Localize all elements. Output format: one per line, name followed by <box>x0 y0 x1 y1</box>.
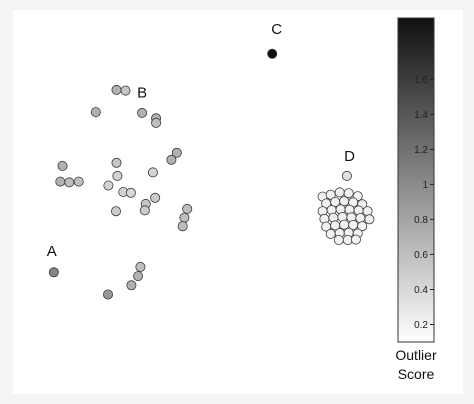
data-point <box>112 85 121 94</box>
outlier-score-scatter-plot: A B C D 0.2 0.4 0.6 0.8 1 1.2 1.4 1.6 1.8 Outlier S… <box>13 10 463 394</box>
data-point <box>151 193 160 202</box>
data-point <box>58 161 67 170</box>
data-point <box>148 168 157 177</box>
cluster-label-d: D <box>344 148 355 165</box>
colorbar-tick-label: 0.2 <box>414 320 428 331</box>
colorbar-tick-label: 1.4 <box>414 110 428 121</box>
data-point <box>65 178 74 187</box>
cluster-label-a: A <box>47 243 57 260</box>
data-point <box>326 229 335 238</box>
data-point <box>268 49 277 58</box>
data-point <box>342 171 351 180</box>
data-point <box>56 177 65 186</box>
data-point <box>104 181 113 190</box>
data-point <box>138 108 147 117</box>
points-layer <box>49 49 374 299</box>
colorbar-tick-label: 0.4 <box>414 285 428 296</box>
data-point <box>111 207 120 216</box>
colorbar-tick-label: 0.8 <box>414 215 428 226</box>
data-point <box>363 207 372 216</box>
data-point <box>91 108 100 117</box>
data-point <box>134 272 143 281</box>
data-point <box>334 235 343 244</box>
data-point <box>121 86 130 95</box>
data-point <box>140 206 149 215</box>
data-point <box>113 171 122 180</box>
colorbar-tick-label: 0.6 <box>414 250 428 261</box>
colorbar-tick-label: 1.6 <box>414 75 428 86</box>
colorbar-tick-label: 1.8 <box>414 40 428 51</box>
colorbar-title-line-1: Outlier <box>395 347 437 363</box>
outlier-score-colorbar: 0.2 0.4 0.6 0.8 1 1.2 1.4 1.6 1.8 Outlier Score <box>395 18 437 382</box>
annotation-layer: A B C D <box>47 21 355 260</box>
data-point <box>112 158 121 167</box>
data-point <box>178 222 187 231</box>
data-point <box>180 213 189 222</box>
data-point <box>167 155 176 164</box>
data-point <box>335 188 344 197</box>
data-point <box>74 177 83 186</box>
colorbar-tick-label: 1 <box>422 180 428 191</box>
data-point <box>356 214 365 223</box>
figure: A B C D 0.2 0.4 0.6 0.8 1 1.2 1.4 1.6 1.8 Outlier S… <box>13 10 463 394</box>
data-point <box>152 118 161 127</box>
cluster-label-b: B <box>137 85 147 102</box>
data-point <box>103 290 112 299</box>
data-point <box>49 268 58 277</box>
data-point <box>351 235 360 244</box>
data-point <box>365 215 374 224</box>
data-point <box>183 204 192 213</box>
data-point <box>136 262 145 271</box>
data-point <box>126 188 135 197</box>
colorbar-title-line-2: Score <box>398 366 435 382</box>
cluster-label-c: C <box>271 21 282 38</box>
colorbar-tick-label: 1.2 <box>414 145 428 156</box>
data-point <box>127 281 136 290</box>
